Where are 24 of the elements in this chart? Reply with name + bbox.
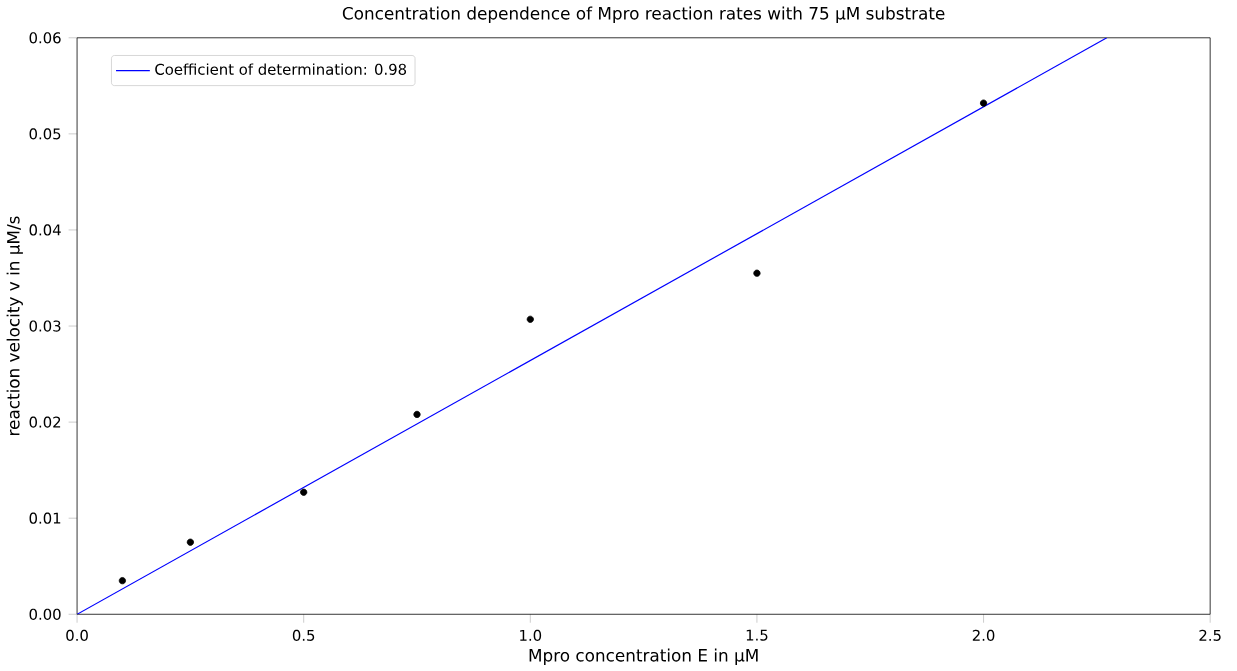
- y-tick-label: 0.05: [29, 128, 61, 140]
- legend-label: Coefficient of determination: 0.98: [155, 63, 407, 75]
- y-tick-label: 0.00: [29, 608, 61, 620]
- x-tick-label: 0.0: [66, 629, 88, 641]
- y-tick-label: 0.04: [29, 224, 61, 236]
- x-tick-label: 0.5: [292, 629, 315, 641]
- x-tick-label: 2.5: [1199, 629, 1221, 641]
- y-axis-title: reaction velocity v in µM/s: [6, 216, 23, 435]
- point: [300, 488, 308, 496]
- point: [413, 410, 421, 418]
- y-tick-label: 0.06: [29, 31, 61, 44]
- y-tick-label: 0.03: [29, 320, 61, 332]
- point: [118, 576, 126, 584]
- x-tick-label: 1.5: [746, 629, 768, 641]
- point: [979, 99, 988, 107]
- y-tick-label: 0.02: [29, 416, 61, 428]
- point: [753, 269, 761, 277]
- point: [186, 538, 194, 546]
- x-tick-label: 1.0: [520, 629, 542, 641]
- y-tick-label: 0.01: [29, 512, 61, 524]
- point: [526, 315, 534, 323]
- x-axis-title: Mpro concentration E in µM: [529, 648, 758, 665]
- chart-title: Concentration dependence of Mpro reaction rates with 75 µM substrate: [342, 6, 945, 23]
- x-tick-label: 2.0: [972, 629, 995, 641]
